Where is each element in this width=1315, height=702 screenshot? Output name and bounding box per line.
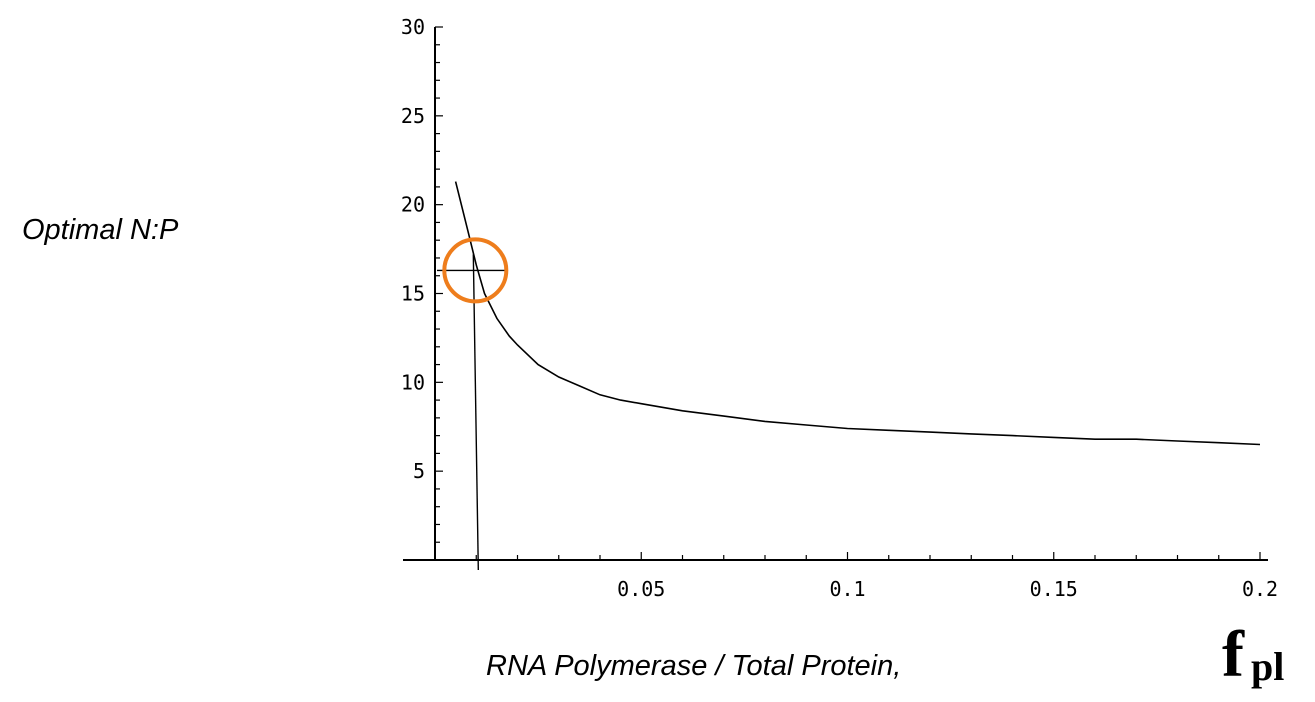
y-tick-label: 30	[401, 15, 425, 39]
series-line	[454, 181, 1261, 446]
annotation-circle	[442, 237, 509, 304]
axes: 5 10 15 20 25 30 0.05 0.1 0.15 0.2	[401, 15, 1278, 601]
x-tick-label: 0.1	[829, 577, 865, 601]
x-tick-label: 0.05	[617, 577, 665, 601]
y-axis-title: Optimal N:P	[22, 214, 179, 246]
y-tick-label: 25	[401, 104, 425, 128]
y-tick-label: 15	[401, 282, 425, 306]
annotation-vertical-line	[472, 254, 480, 571]
x-tick-label: 0.15	[1030, 577, 1078, 601]
y-ticks: 5 10 15 20 25 30	[401, 15, 443, 543]
x-axis-symbol: f	[1222, 618, 1245, 691]
y-tick-label: 20	[401, 193, 425, 217]
x-tick-label: 0.2	[1242, 577, 1278, 601]
y-tick-label: 5	[413, 459, 425, 483]
x-axis-symbol-subscript: pl	[1251, 644, 1284, 689]
y-tick-label: 10	[401, 370, 425, 394]
annotation-marker	[437, 237, 509, 571]
x-axis-title: RNA Polymerase / Total Protein,	[486, 650, 901, 682]
x-ticks: 0.05 0.1 0.15 0.2	[475, 552, 1278, 601]
